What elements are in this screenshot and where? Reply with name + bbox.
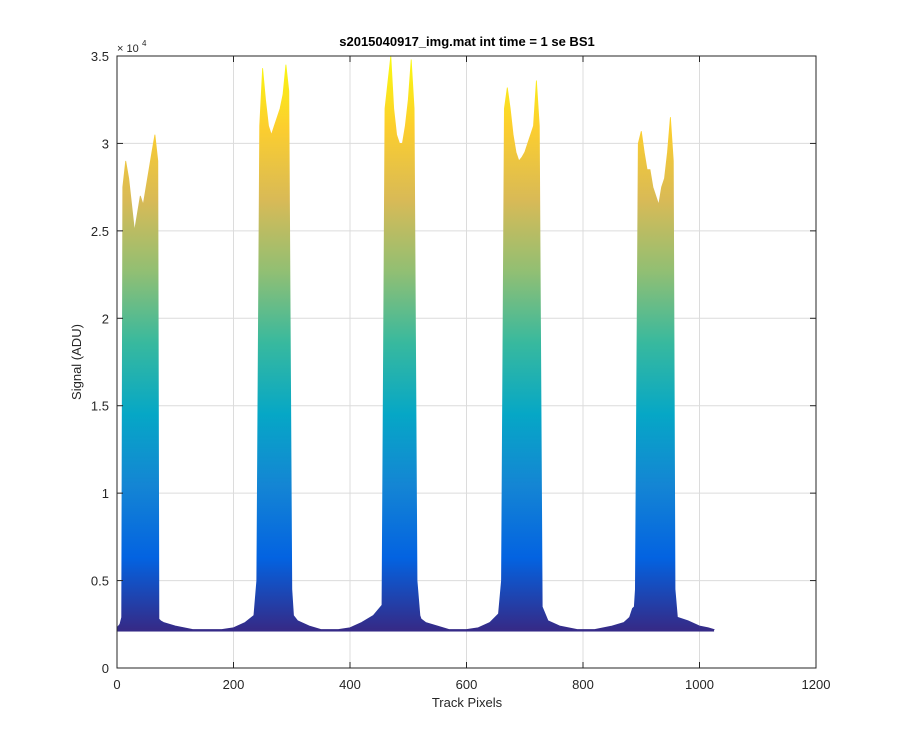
y-axis-label: Signal (ADU)	[69, 324, 84, 400]
chart-title: s2015040917_img.mat int time = 1 se BS1	[339, 34, 594, 49]
x-tick-label: 0	[113, 677, 120, 692]
y-exponent-base: × 10	[117, 43, 139, 55]
y-tick-label: 0	[102, 661, 109, 676]
y-tick-label: 2	[102, 311, 109, 326]
y-tick-label: 3.5	[91, 49, 109, 64]
data-layer	[117, 56, 715, 632]
x-tick-label: 1000	[685, 677, 714, 692]
x-tick-label: 600	[456, 677, 478, 692]
y-tick-label: 1.5	[91, 399, 109, 414]
y-exponent-power: 4	[142, 39, 147, 48]
x-tick-label: 400	[339, 677, 361, 692]
ticks	[116, 55, 817, 669]
x-tick-labels: 0 200 400 600 800 1000 1200	[113, 677, 830, 692]
y-tick-label: 3	[102, 136, 109, 151]
signal-baseline	[117, 629, 715, 632]
x-tick-label: 800	[572, 677, 594, 692]
y-tick-label: 0.5	[91, 574, 109, 589]
x-tick-label: 1200	[802, 677, 831, 692]
y-tick-label: 2.5	[91, 224, 109, 239]
y-tick-label: 1	[102, 486, 109, 501]
x-tick-label: 200	[223, 677, 245, 692]
y-tick-labels: 0 0.5 1 1.5 2 2.5 3 3.5	[91, 49, 109, 676]
y-exponent: × 10 4	[117, 39, 147, 55]
x-axis-label: Track Pixels	[432, 695, 503, 710]
signal-area	[117, 56, 715, 630]
